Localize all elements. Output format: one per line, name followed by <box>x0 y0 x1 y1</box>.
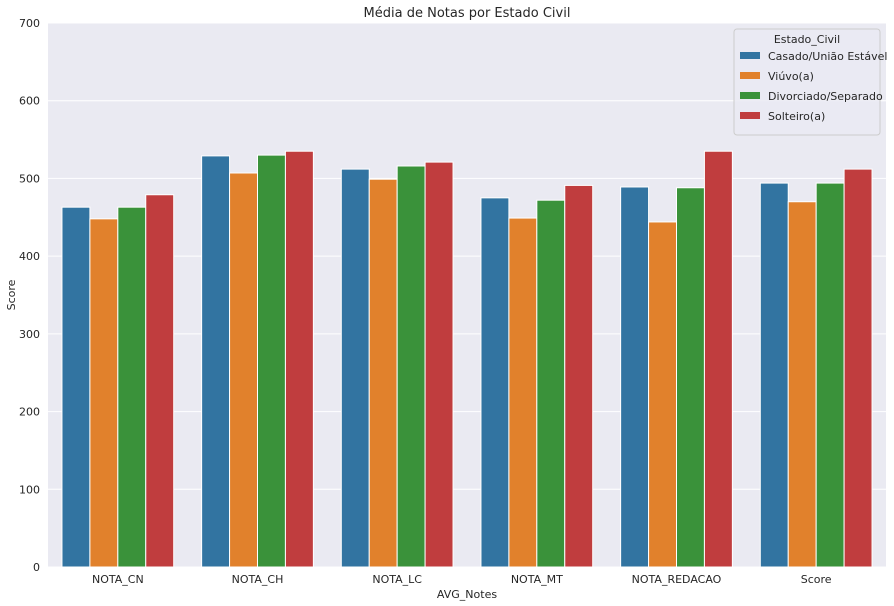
legend-label: Casado/União Estável <box>768 50 887 63</box>
y-axis-label: Score <box>5 279 18 310</box>
chart-title: Média de Notas por Estado Civil <box>364 6 571 21</box>
bar <box>396 165 426 568</box>
legend-swatch <box>740 92 760 99</box>
bar <box>284 150 314 568</box>
x-axis-label: AVG_Notes <box>437 588 497 601</box>
bar <box>787 201 817 568</box>
bar <box>759 182 789 568</box>
bar <box>843 168 873 568</box>
bar <box>368 178 398 568</box>
x-tick-label: NOTA_MT <box>511 573 563 586</box>
bar <box>815 182 845 568</box>
legend-swatch <box>740 72 760 79</box>
legend-box <box>733 28 881 136</box>
y-tick-label: 300 <box>19 328 40 341</box>
bar <box>145 194 175 568</box>
y-axis-ticks: 0 100 200 300 400 500 600 700 <box>19 17 40 574</box>
legend-swatch <box>740 52 760 59</box>
bar <box>536 199 566 568</box>
bar <box>117 206 147 568</box>
x-tick-label: NOTA_CH <box>232 573 284 586</box>
legend: Estado_Civil Casado/União Estável Viúvo(a… <box>733 28 887 136</box>
y-tick-label: 500 <box>19 172 40 185</box>
legend-label: Solteiro(a) <box>768 110 825 123</box>
bar <box>340 168 370 568</box>
bar <box>229 172 258 568</box>
y-tick-label: 600 <box>19 95 40 108</box>
y-tick-label: 700 <box>19 17 40 30</box>
bar <box>89 218 119 568</box>
bar <box>201 155 231 568</box>
bar <box>257 154 286 568</box>
bar <box>648 221 677 568</box>
y-tick-label: 200 <box>19 406 40 419</box>
x-tick-label: NOTA_LC <box>372 573 422 586</box>
bar <box>676 187 705 568</box>
bar <box>480 197 510 568</box>
x-axis-ticks: NOTA_CN NOTA_CH NOTA_LC NOTA_MT NOTA_REDACAO… <box>92 573 832 586</box>
bar <box>61 206 91 568</box>
bar <box>703 150 733 568</box>
x-tick-label: NOTA_REDACAO <box>632 573 722 586</box>
legend-items: Casado/União Estável Viúvo(a) Divorciado/S… <box>740 50 887 123</box>
x-tick-label: NOTA_CN <box>92 573 144 586</box>
bar <box>508 217 538 568</box>
legend-title: Estado_Civil <box>774 33 840 46</box>
legend-swatch <box>740 112 760 119</box>
y-tick-label: 400 <box>19 250 40 263</box>
bar <box>424 161 454 568</box>
y-tick-label: 0 <box>33 561 40 574</box>
legend-label: Divorciado/Separado <box>768 90 883 103</box>
legend-label: Viúvo(a) <box>768 70 814 83</box>
bar <box>564 184 594 568</box>
bars-group <box>61 150 873 568</box>
x-tick-label: Score <box>801 573 832 586</box>
y-tick-label: 100 <box>19 483 40 496</box>
bar <box>620 186 650 568</box>
